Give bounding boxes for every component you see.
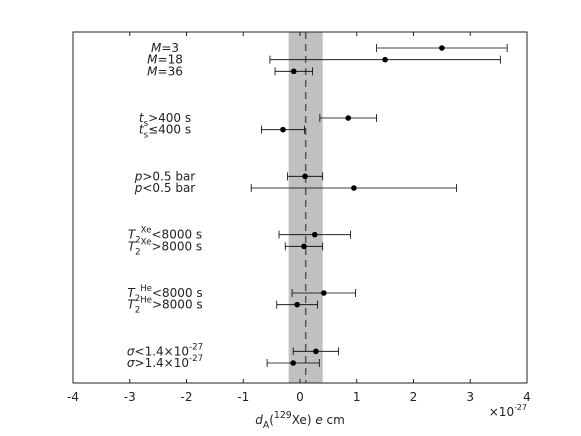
label-part: e xyxy=(315,413,322,427)
label-part: s xyxy=(144,131,149,141)
label-part: M xyxy=(151,41,162,55)
label-part: >8000 s xyxy=(152,239,203,253)
label-part: cm xyxy=(323,413,345,427)
y-tick-label: σ>1.4×10-27 xyxy=(127,354,203,370)
label-part: =18 xyxy=(158,53,183,67)
y-tick-label: σ<1.4×10-27 xyxy=(127,342,203,358)
y-tick-label: T2He<8000 s xyxy=(127,284,202,304)
label-part: ≤400 s xyxy=(148,123,191,137)
y-tick-label: ts>400 s xyxy=(139,111,191,129)
x-tick-label: -3 xyxy=(124,390,136,404)
point xyxy=(321,290,327,296)
x-tick-label: 3 xyxy=(466,390,474,404)
label-part: 2 xyxy=(135,306,141,316)
label-part: T xyxy=(127,298,136,312)
point xyxy=(290,360,296,366)
label-part: -27 xyxy=(189,342,203,352)
label-part: >400 s xyxy=(148,111,191,125)
point xyxy=(302,173,308,180)
x-tick-label: -2 xyxy=(181,390,193,404)
point xyxy=(294,301,300,308)
label-part: 129 xyxy=(274,410,292,421)
point xyxy=(280,126,286,133)
point xyxy=(351,185,357,191)
label-part: t xyxy=(139,123,145,137)
label-part: He xyxy=(140,284,152,294)
x-tick-label: -4 xyxy=(67,390,79,404)
point xyxy=(345,115,352,121)
x-tick-label: 0 xyxy=(296,390,304,404)
y-tick-label: p>0.5 bar xyxy=(134,169,196,183)
label-part: =3 xyxy=(161,41,179,55)
label-part: -27 xyxy=(514,403,527,412)
label-part: ×10 xyxy=(489,405,514,419)
point xyxy=(301,243,307,250)
x-tick-label: 4 xyxy=(523,390,531,404)
x-tick-label: 2 xyxy=(410,390,418,404)
label-part: s xyxy=(144,119,149,129)
label-part: ( xyxy=(269,413,274,427)
x-axis-multiplier: ×10-27 xyxy=(489,403,527,419)
label-part: <8000 s xyxy=(152,286,203,300)
label-part: σ xyxy=(127,356,135,370)
label-part: >0.5 bar xyxy=(142,169,195,183)
label-part: M xyxy=(147,53,158,67)
label-part: <8000 s xyxy=(152,228,203,242)
label-part: 2 xyxy=(135,236,141,246)
label-part: >1.4×10 xyxy=(135,356,189,370)
label-part: <0.5 bar xyxy=(142,181,195,195)
label-part: >8000 s xyxy=(152,298,203,312)
label-part: 2 xyxy=(135,294,141,304)
label-part: d xyxy=(255,413,263,427)
point xyxy=(311,231,318,238)
label-part: M xyxy=(147,64,158,78)
plot-frame xyxy=(72,31,528,384)
label-part: He xyxy=(140,296,152,306)
label-part: =36 xyxy=(158,64,183,78)
y-tick-label: T2Xe>8000 s xyxy=(128,237,202,257)
y-tick-label: M=36 xyxy=(147,64,183,78)
label-part: T xyxy=(127,286,136,300)
y-tick-label: p<0.5 bar xyxy=(134,181,196,195)
point xyxy=(290,68,297,75)
label-part: T xyxy=(128,228,137,242)
label-part: 2 xyxy=(135,247,141,257)
label-part: Xe) xyxy=(292,413,316,427)
label-part: Xe xyxy=(141,226,152,236)
label-part: T xyxy=(128,239,137,253)
label-part: <1.4×10 xyxy=(135,344,189,358)
point xyxy=(382,56,388,63)
point xyxy=(313,348,319,355)
point xyxy=(439,45,445,51)
x-axis-label: dA(129Xe) e cm xyxy=(255,410,345,431)
label-part: p xyxy=(134,181,143,195)
y-tick-label: T2He>8000 s xyxy=(127,296,202,316)
y-tick-label: T2Xe<8000 s xyxy=(128,226,202,246)
label-part: t xyxy=(139,111,145,125)
y-tick-label: ts≤400 s xyxy=(139,123,191,141)
label-part: -27 xyxy=(189,354,203,364)
y-tick-label: M=18 xyxy=(147,53,183,67)
y-tick-label: M=3 xyxy=(151,41,179,55)
label-part: σ xyxy=(127,344,135,358)
label-part: A xyxy=(263,420,270,431)
x-tick-label: 1 xyxy=(353,390,361,404)
label-part: Xe xyxy=(141,237,152,247)
x-tick-label: -1 xyxy=(237,390,249,404)
label-part: p xyxy=(134,169,143,183)
